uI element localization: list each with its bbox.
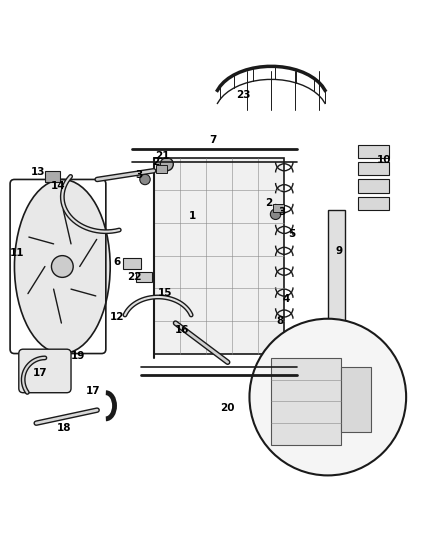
Bar xyxy=(341,367,371,432)
Circle shape xyxy=(160,158,173,171)
Text: 10: 10 xyxy=(377,155,392,165)
Bar xyxy=(154,158,284,353)
Text: 14: 14 xyxy=(51,181,65,191)
Circle shape xyxy=(250,319,406,475)
Text: 19: 19 xyxy=(71,351,85,361)
Text: 4: 4 xyxy=(283,294,290,304)
Text: 2: 2 xyxy=(265,198,273,208)
Circle shape xyxy=(270,209,281,220)
Bar xyxy=(358,162,389,175)
Text: 13: 13 xyxy=(31,167,46,176)
Text: 22: 22 xyxy=(127,272,141,282)
Bar xyxy=(156,165,167,173)
Text: 9: 9 xyxy=(335,246,342,256)
Text: 11: 11 xyxy=(9,248,24,259)
Text: 20: 20 xyxy=(220,403,235,413)
FancyBboxPatch shape xyxy=(19,349,71,393)
Bar xyxy=(123,258,141,269)
Text: 23: 23 xyxy=(236,90,250,100)
Bar xyxy=(358,197,389,210)
Text: 17: 17 xyxy=(85,385,100,395)
Text: 3: 3 xyxy=(135,170,142,180)
Bar xyxy=(273,204,284,212)
Text: 18: 18 xyxy=(57,423,72,433)
Text: 17: 17 xyxy=(33,368,48,378)
Text: 8: 8 xyxy=(276,316,283,326)
Text: 2: 2 xyxy=(152,157,159,167)
Ellipse shape xyxy=(14,180,110,353)
Bar xyxy=(358,180,389,192)
Bar xyxy=(136,272,152,282)
Text: 16: 16 xyxy=(175,325,189,335)
Bar xyxy=(328,210,345,332)
Text: 6: 6 xyxy=(113,257,120,267)
Bar xyxy=(271,358,341,445)
Circle shape xyxy=(51,256,73,277)
Text: 15: 15 xyxy=(157,288,172,297)
Bar xyxy=(45,171,60,182)
Text: 5: 5 xyxy=(289,229,296,239)
Text: 3: 3 xyxy=(279,207,286,217)
Circle shape xyxy=(140,174,150,184)
Bar xyxy=(358,144,389,158)
Text: 7: 7 xyxy=(209,135,216,146)
Text: 12: 12 xyxy=(110,312,124,321)
Text: 1: 1 xyxy=(189,212,197,221)
Text: 21: 21 xyxy=(155,150,170,160)
